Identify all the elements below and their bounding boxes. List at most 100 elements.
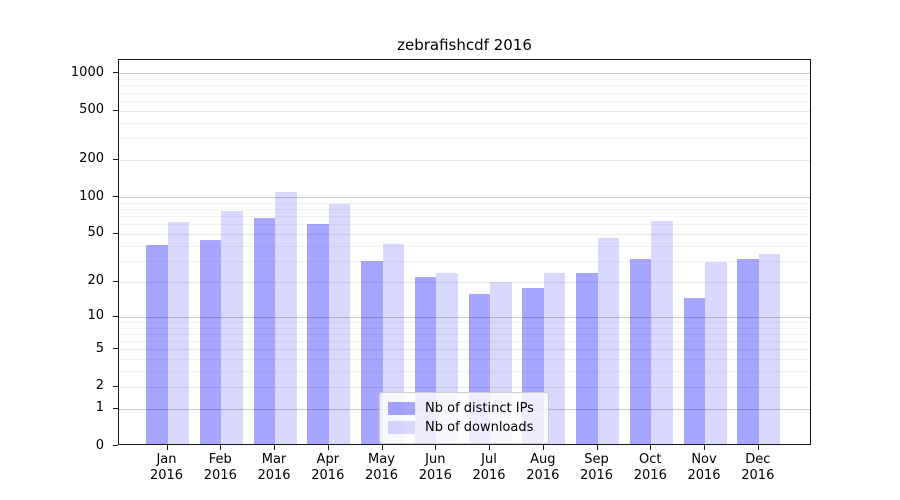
x-tick-label-jun: Jun 2016 xyxy=(418,452,452,483)
bar-distinct-ips-apr xyxy=(307,224,329,444)
bar-downloads-apr xyxy=(328,203,351,444)
gridline-y-90 xyxy=(119,202,810,204)
legend-label-downloads: Nb of downloads xyxy=(425,420,534,435)
bar-distinct-ips-nov xyxy=(683,297,705,444)
bar-downloads-nov xyxy=(705,262,727,444)
gridline-y-4 xyxy=(119,359,810,361)
x-tick-label-feb: Feb 2016 xyxy=(203,452,237,483)
gridline-y-10 xyxy=(119,316,810,318)
gridline-y-6 xyxy=(119,341,810,342)
y-tick-label-5: 5 xyxy=(95,340,104,356)
gridline-y-30 xyxy=(119,260,810,262)
bar-downloads-dec xyxy=(758,253,781,444)
y-tick-label-100: 100 xyxy=(79,188,104,204)
y-tick-label-0: 0 xyxy=(95,437,104,453)
gridline-y-700 xyxy=(119,92,810,94)
legend-label-distinct-ips: Nb of distinct IPs xyxy=(425,401,534,416)
gridline-y-8 xyxy=(119,327,810,329)
y-tick-mark-20 xyxy=(113,280,118,282)
gridline-y-1000 xyxy=(119,73,810,75)
x-tick-label-oct: Oct 2016 xyxy=(633,452,667,483)
x-tick-label-mar: Mar 2016 xyxy=(257,452,291,483)
gridline-y-2 xyxy=(119,386,810,388)
legend-swatch-downloads xyxy=(388,421,415,434)
legend: Nb of distinct IPs Nb of downloads xyxy=(379,392,549,444)
gridline-y-900 xyxy=(119,79,810,80)
x-tick-label-may: May 2016 xyxy=(364,452,399,483)
bar-distinct-ips-may xyxy=(361,260,383,444)
bar-downloads-jan xyxy=(167,222,189,444)
y-tick-mark-1000 xyxy=(113,72,118,74)
gridline-y-60 xyxy=(119,224,810,226)
gridline-y-300 xyxy=(119,138,810,140)
gridline-y-500 xyxy=(119,110,810,112)
y-tick-mark-10 xyxy=(113,315,118,317)
x-tick-mark-jul xyxy=(489,445,491,450)
x-tick-mark-jun xyxy=(435,445,437,450)
y-tick-mark-5 xyxy=(113,348,118,350)
y-tick-label-50: 50 xyxy=(87,225,104,241)
x-tick-mark-apr xyxy=(327,445,329,450)
x-tick-mark-sep xyxy=(596,445,598,450)
bar-distinct-ips-feb xyxy=(199,239,222,444)
bar-distinct-ips-mar xyxy=(253,218,275,444)
y-tick-label-1000: 1000 xyxy=(70,64,104,80)
x-tick-label-sep: Sep 2016 xyxy=(579,452,614,483)
bar-downloads-oct xyxy=(651,220,673,444)
x-tick-mark-aug xyxy=(542,445,544,450)
legend-swatch-distinct-ips xyxy=(388,402,415,415)
gridline-y-80 xyxy=(119,208,810,210)
x-tick-mark-dec xyxy=(757,445,759,450)
gridline-y-5 xyxy=(119,349,810,351)
chart-title: zebrafishcdf 2016 xyxy=(397,36,532,54)
x-tick-mark-may xyxy=(381,445,383,450)
y-tick-label-2: 2 xyxy=(95,378,104,394)
gridline-y-400 xyxy=(119,122,810,124)
x-tick-mark-jan xyxy=(166,445,168,450)
plot-area: Nb of distinct IPs Nb of downloads xyxy=(118,59,811,445)
bar-downloads-sep xyxy=(597,237,619,444)
x-tick-mark-nov xyxy=(704,445,706,450)
y-tick-label-20: 20 xyxy=(87,273,104,289)
x-tick-mark-oct xyxy=(650,445,652,450)
gridline-y-100 xyxy=(119,197,810,198)
y-tick-label-1: 1 xyxy=(95,400,104,416)
legend-entry-distinct-ips: Nb of distinct IPs xyxy=(388,399,540,418)
gridline-y-50 xyxy=(119,233,810,235)
bar-downloads-aug xyxy=(543,272,566,444)
gridline-y-600 xyxy=(119,100,810,102)
bar-downloads-feb xyxy=(221,211,243,444)
bar-distinct-ips-dec xyxy=(737,258,759,444)
gridline-y-200 xyxy=(119,159,810,161)
gridline-y-20 xyxy=(119,281,810,283)
bar-distinct-ips-oct xyxy=(629,258,652,444)
x-tick-label-nov: Nov 2016 xyxy=(687,452,721,483)
x-tick-mark-feb xyxy=(220,445,222,450)
y-tick-mark-2 xyxy=(113,385,118,387)
x-tick-label-aug: Aug 2016 xyxy=(526,452,560,483)
gridline-y-7 xyxy=(119,333,810,335)
y-tick-mark-500 xyxy=(113,109,118,111)
gridline-y-3 xyxy=(119,371,810,373)
y-tick-mark-1 xyxy=(113,407,118,409)
y-tick-mark-100 xyxy=(113,196,118,198)
x-tick-label-jan: Jan 2016 xyxy=(149,452,184,483)
x-tick-label-jul: Jul 2016 xyxy=(472,452,506,483)
gridline-y-40 xyxy=(119,245,810,247)
y-tick-mark-50 xyxy=(113,232,118,235)
gridline-y-70 xyxy=(119,216,810,217)
x-tick-label-apr: Apr 2016 xyxy=(311,452,345,483)
legend-entry-downloads: Nb of downloads xyxy=(388,418,540,437)
gridline-y-800 xyxy=(119,85,810,87)
bar-distinct-ips-jan xyxy=(146,245,168,444)
x-tick-mark-mar xyxy=(274,445,276,450)
bar-distinct-ips-sep xyxy=(576,272,598,444)
y-tick-label-10: 10 xyxy=(87,308,104,324)
gridline-y-9 xyxy=(119,321,810,323)
x-tick-label-dec: Dec 2016 xyxy=(741,452,775,483)
y-tick-mark-200 xyxy=(113,158,118,161)
y-tick-label-200: 200 xyxy=(79,151,104,167)
y-tick-mark-0 xyxy=(113,445,118,447)
y-tick-label-500: 500 xyxy=(79,102,104,118)
